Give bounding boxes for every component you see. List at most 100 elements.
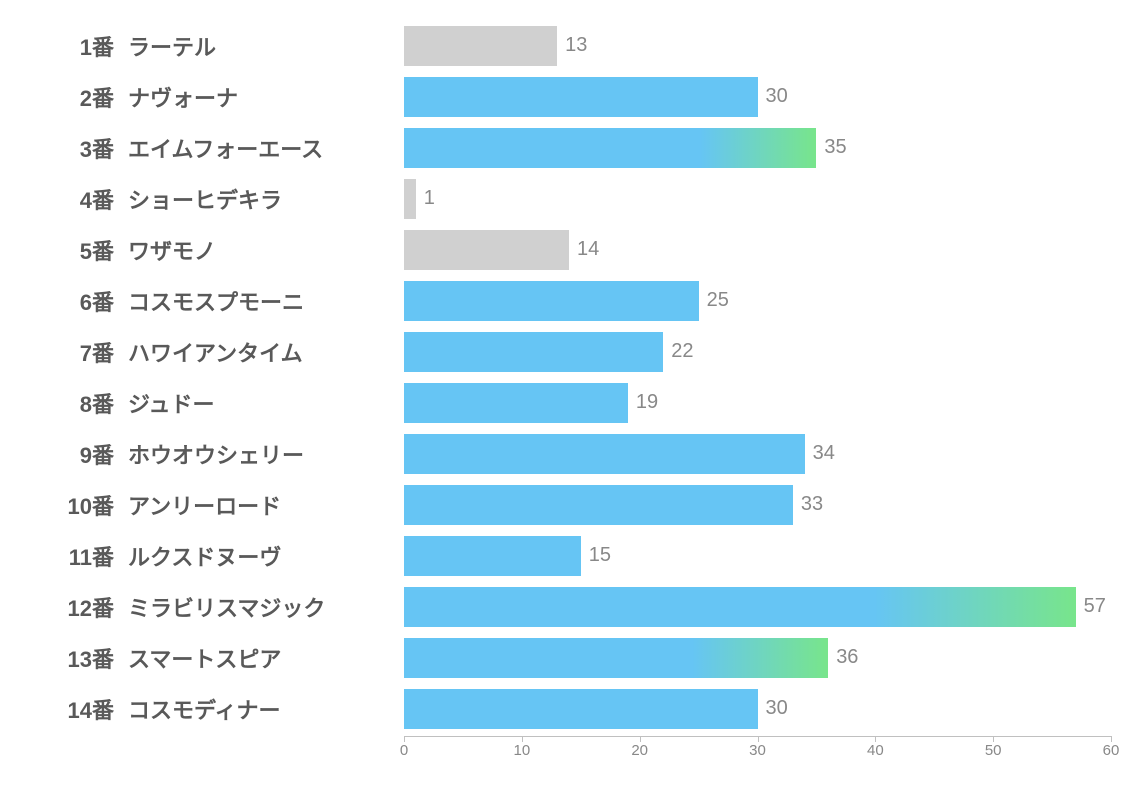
bar-value: 30 bbox=[766, 85, 788, 108]
row-label: 1番ラーテル bbox=[0, 30, 400, 62]
row-name: スマートスピア bbox=[128, 642, 281, 674]
x-tick-label: 30 bbox=[749, 742, 766, 759]
bar-row: 12番ミラビリスマジック 57 bbox=[0, 581, 1134, 632]
row-name: ホウオウシェリー bbox=[128, 438, 304, 470]
bar bbox=[404, 536, 581, 576]
x-tick-label: 20 bbox=[631, 742, 648, 759]
bar-value: 57 bbox=[1084, 595, 1106, 618]
bar-value: 13 bbox=[565, 34, 587, 57]
bar-chart: 1番ラーテル 13 2番ナヴォーナ 30 3番エイムフォーエース 35 4番ショーヒデキラ 1… bbox=[0, 20, 1134, 780]
row-name: ミラビリスマジック bbox=[128, 591, 325, 623]
row-number: 4番 bbox=[44, 183, 114, 215]
row-number: 10番 bbox=[44, 489, 114, 521]
bar-area: 34 bbox=[404, 428, 1111, 479]
row-number: 5番 bbox=[44, 234, 114, 266]
bar-value: 19 bbox=[636, 391, 658, 414]
bar-area: 33 bbox=[404, 479, 1111, 530]
bar bbox=[404, 434, 805, 474]
row-label: 6番コスモスプモーニ bbox=[0, 285, 400, 317]
row-number: 8番 bbox=[44, 387, 114, 419]
row-name: エイムフォーエース bbox=[128, 132, 323, 164]
bar-value: 25 bbox=[707, 289, 729, 312]
bar-area: 25 bbox=[404, 275, 1111, 326]
bar bbox=[404, 281, 699, 321]
bar-area: 30 bbox=[404, 71, 1111, 122]
row-number: 14番 bbox=[44, 693, 114, 725]
bar-area: 19 bbox=[404, 377, 1111, 428]
row-number: 13番 bbox=[44, 642, 114, 674]
bar-row: 5番ワザモノ 14 bbox=[0, 224, 1134, 275]
bar bbox=[404, 485, 793, 525]
row-name: コスモディナー bbox=[128, 693, 280, 725]
row-name: ラーテル bbox=[128, 30, 216, 62]
row-name: ルクスドヌーヴ bbox=[128, 540, 281, 572]
row-name: アンリーロード bbox=[128, 489, 281, 521]
row-label: 8番ジュドー bbox=[0, 387, 400, 419]
bar-value: 36 bbox=[836, 646, 858, 669]
bar-row: 3番エイムフォーエース 35 bbox=[0, 122, 1134, 173]
row-number: 11番 bbox=[44, 540, 114, 572]
bar bbox=[404, 26, 557, 66]
bar-value: 34 bbox=[813, 442, 835, 465]
bar-area: 15 bbox=[404, 530, 1111, 581]
bar-value: 35 bbox=[824, 136, 846, 159]
row-name: ショーヒデキラ bbox=[128, 183, 282, 215]
bar-row: 4番ショーヒデキラ 1 bbox=[0, 173, 1134, 224]
bar bbox=[404, 128, 816, 168]
bar bbox=[404, 77, 758, 117]
x-axis: 0102030405060 bbox=[404, 736, 1111, 762]
x-tick-label: 50 bbox=[985, 742, 1002, 759]
bar-area: 22 bbox=[404, 326, 1111, 377]
bar-value: 14 bbox=[577, 238, 599, 261]
bar bbox=[404, 689, 758, 729]
x-tick-label: 10 bbox=[513, 742, 530, 759]
bar-area: 35 bbox=[404, 122, 1111, 173]
bar-row: 14番コスモディナー 30 bbox=[0, 683, 1134, 734]
row-name: ジュドー bbox=[128, 387, 214, 419]
bar bbox=[404, 638, 828, 678]
x-tick-label: 60 bbox=[1103, 742, 1120, 759]
row-name: コスモスプモーニ bbox=[128, 285, 304, 317]
bar bbox=[404, 179, 416, 219]
row-name: ワザモノ bbox=[128, 234, 216, 266]
row-label: 2番ナヴォーナ bbox=[0, 81, 400, 113]
bar-value: 22 bbox=[671, 340, 693, 363]
bar bbox=[404, 383, 628, 423]
bar-area: 30 bbox=[404, 683, 1111, 734]
x-tick-label: 0 bbox=[400, 742, 408, 759]
row-label: 13番スマートスピア bbox=[0, 642, 400, 674]
bar-area: 57 bbox=[404, 581, 1111, 632]
bar bbox=[404, 587, 1076, 627]
bar-area: 14 bbox=[404, 224, 1111, 275]
bar-row: 6番コスモスプモーニ 25 bbox=[0, 275, 1134, 326]
bar-row: 11番ルクスドヌーヴ 15 bbox=[0, 530, 1134, 581]
row-number: 3番 bbox=[44, 132, 114, 164]
bar-value: 30 bbox=[766, 697, 788, 720]
bar-area: 36 bbox=[404, 632, 1111, 683]
row-number: 7番 bbox=[44, 336, 114, 368]
row-label: 3番エイムフォーエース bbox=[0, 132, 400, 164]
row-name: ハワイアンタイム bbox=[128, 336, 303, 368]
bar bbox=[404, 332, 663, 372]
bar-row: 2番ナヴォーナ 30 bbox=[0, 71, 1134, 122]
bar-value: 33 bbox=[801, 493, 823, 516]
bar-row: 7番ハワイアンタイム 22 bbox=[0, 326, 1134, 377]
row-number: 6番 bbox=[44, 285, 114, 317]
bar-row: 1番ラーテル 13 bbox=[0, 20, 1134, 71]
row-label: 11番ルクスドヌーヴ bbox=[0, 540, 400, 572]
bar-row: 13番スマートスピア 36 bbox=[0, 632, 1134, 683]
row-label: 12番ミラビリスマジック bbox=[0, 591, 400, 623]
bar-row: 8番ジュドー 19 bbox=[0, 377, 1134, 428]
bar bbox=[404, 230, 569, 270]
row-label: 14番コスモディナー bbox=[0, 693, 400, 725]
bar-row: 10番アンリーロード 33 bbox=[0, 479, 1134, 530]
bar-value: 1 bbox=[424, 187, 435, 210]
bar-rows-container: 1番ラーテル 13 2番ナヴォーナ 30 3番エイムフォーエース 35 4番ショーヒデキラ 1… bbox=[0, 20, 1134, 734]
row-label: 5番ワザモノ bbox=[0, 234, 400, 266]
row-name: ナヴォーナ bbox=[128, 81, 238, 113]
bar-area: 13 bbox=[404, 20, 1111, 71]
x-tick-label: 40 bbox=[867, 742, 884, 759]
bar-area: 1 bbox=[404, 173, 1111, 224]
row-label: 9番ホウオウシェリー bbox=[0, 438, 400, 470]
bar-value: 15 bbox=[589, 544, 611, 567]
